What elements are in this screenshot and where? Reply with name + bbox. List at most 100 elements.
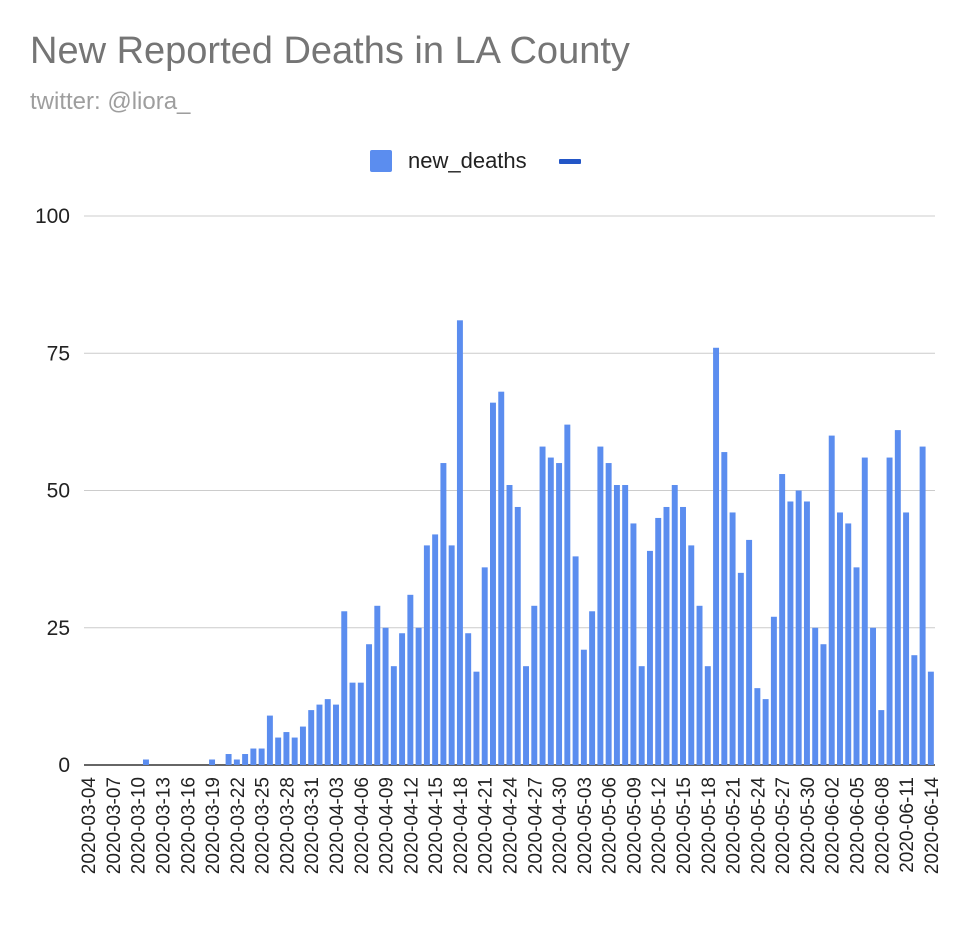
- bar: [498, 391, 505, 765]
- x-tick-label: 2020-03-31: [302, 777, 323, 874]
- bar: [622, 485, 629, 765]
- legend-swatch-line: [558, 158, 581, 164]
- x-tick-label: 2020-04-15: [426, 777, 447, 874]
- bar: [870, 627, 877, 765]
- bar: [613, 485, 620, 765]
- bar: [927, 671, 934, 765]
- bar: [770, 616, 777, 765]
- x-tick-label: 2020-06-05: [848, 777, 869, 874]
- bar: [630, 523, 637, 765]
- bar: [861, 457, 868, 765]
- x-tick-label: 2020-06-11: [897, 777, 918, 873]
- bar: [729, 512, 736, 765]
- bar: [638, 666, 645, 765]
- x-tick-label: 2020-06-02: [823, 777, 844, 874]
- bar: [547, 457, 554, 765]
- bar: [803, 501, 810, 765]
- bar: [597, 446, 604, 765]
- bar: [605, 463, 612, 765]
- x-tick-label: 2020-03-07: [104, 777, 125, 874]
- x-tick-label: 2020-04-30: [550, 777, 571, 874]
- bar: [473, 671, 480, 765]
- x-tick-label: 2020-04-09: [377, 777, 398, 874]
- x-tick-label: 2020-03-19: [203, 777, 224, 874]
- bar: [721, 452, 728, 765]
- bar: [589, 611, 596, 765]
- bar: [374, 605, 381, 765]
- bar: [762, 699, 769, 765]
- bar: [713, 347, 720, 765]
- bar: [737, 572, 744, 765]
- x-tick-label: 2020-05-06: [600, 777, 621, 874]
- bar: [481, 567, 488, 765]
- x-tick-label: 2020-05-12: [649, 777, 670, 874]
- bar: [696, 605, 703, 765]
- bar: [754, 688, 761, 765]
- bar: [366, 644, 373, 765]
- bar: [225, 754, 232, 765]
- bar: [646, 550, 653, 765]
- x-tick-label: 2020-05-27: [773, 777, 794, 874]
- bar: [266, 715, 273, 765]
- bar: [812, 627, 819, 765]
- x-tick-label: 2020-03-16: [178, 777, 199, 874]
- y-tick-label: 100: [35, 205, 70, 228]
- bar: [680, 506, 686, 765]
- bar: [795, 490, 802, 765]
- bar: [258, 748, 265, 765]
- bar: [663, 506, 670, 765]
- x-tick-label: 2020-05-15: [674, 777, 695, 874]
- bar: [506, 485, 513, 765]
- x-tick-label: 2020-05-21: [724, 777, 745, 874]
- x-tick-label: 2020-05-18: [699, 777, 720, 874]
- bar: [919, 446, 926, 765]
- bar: [580, 649, 587, 765]
- x-tick-label: 2020-06-08: [872, 777, 893, 874]
- bar: [308, 710, 315, 765]
- bar: [531, 605, 538, 765]
- bar: [415, 627, 422, 765]
- chart-title: New Reported Deaths in LA County: [30, 30, 630, 72]
- x-tick-label: 2020-05-09: [624, 777, 645, 874]
- bar: [903, 512, 910, 765]
- bar: [324, 699, 331, 765]
- bar: [787, 501, 794, 765]
- bar: [490, 402, 496, 765]
- x-tick-label: 2020-04-03: [327, 777, 348, 874]
- bar: [886, 457, 893, 765]
- bar: [853, 567, 860, 765]
- x-tick-label: 2020-04-12: [401, 777, 422, 874]
- bar: [564, 424, 571, 765]
- bar: [820, 644, 827, 765]
- bar: [556, 463, 563, 765]
- x-tick-label: 2020-04-21: [476, 777, 497, 874]
- legend-label-new-deaths: new_deaths: [408, 148, 527, 173]
- bar: [655, 517, 662, 765]
- bar: [242, 754, 249, 765]
- x-axis-ticks: 2020-03-04 2020-03-07 2020-03-10 2020-03-13…: [79, 777, 943, 875]
- x-tick-label: 2020-03-25: [253, 777, 274, 874]
- x-tick-label: 2020-04-18: [451, 777, 472, 874]
- x-tick-label: 2020-03-22: [228, 777, 249, 874]
- bar: [423, 545, 430, 765]
- bar: [291, 737, 298, 765]
- bar: [539, 446, 546, 765]
- bar: [316, 704, 323, 765]
- bar: [209, 759, 216, 765]
- bar: [514, 506, 521, 765]
- bar: [837, 512, 843, 765]
- bar: [448, 545, 455, 765]
- x-tick-label: 2020-03-10: [129, 777, 150, 874]
- bar: [142, 759, 149, 765]
- bar: [523, 666, 529, 765]
- bar: [456, 320, 463, 765]
- chart-subtitle: twitter: @liora_: [30, 88, 191, 115]
- bar: [299, 726, 306, 765]
- y-tick-label: 75: [47, 342, 70, 365]
- bar: [283, 732, 290, 765]
- x-tick-label: 2020-03-28: [277, 777, 298, 874]
- bar: [779, 474, 786, 765]
- x-tick-label: 2020-06-14: [922, 777, 943, 875]
- x-tick-label: 2020-05-03: [575, 777, 596, 874]
